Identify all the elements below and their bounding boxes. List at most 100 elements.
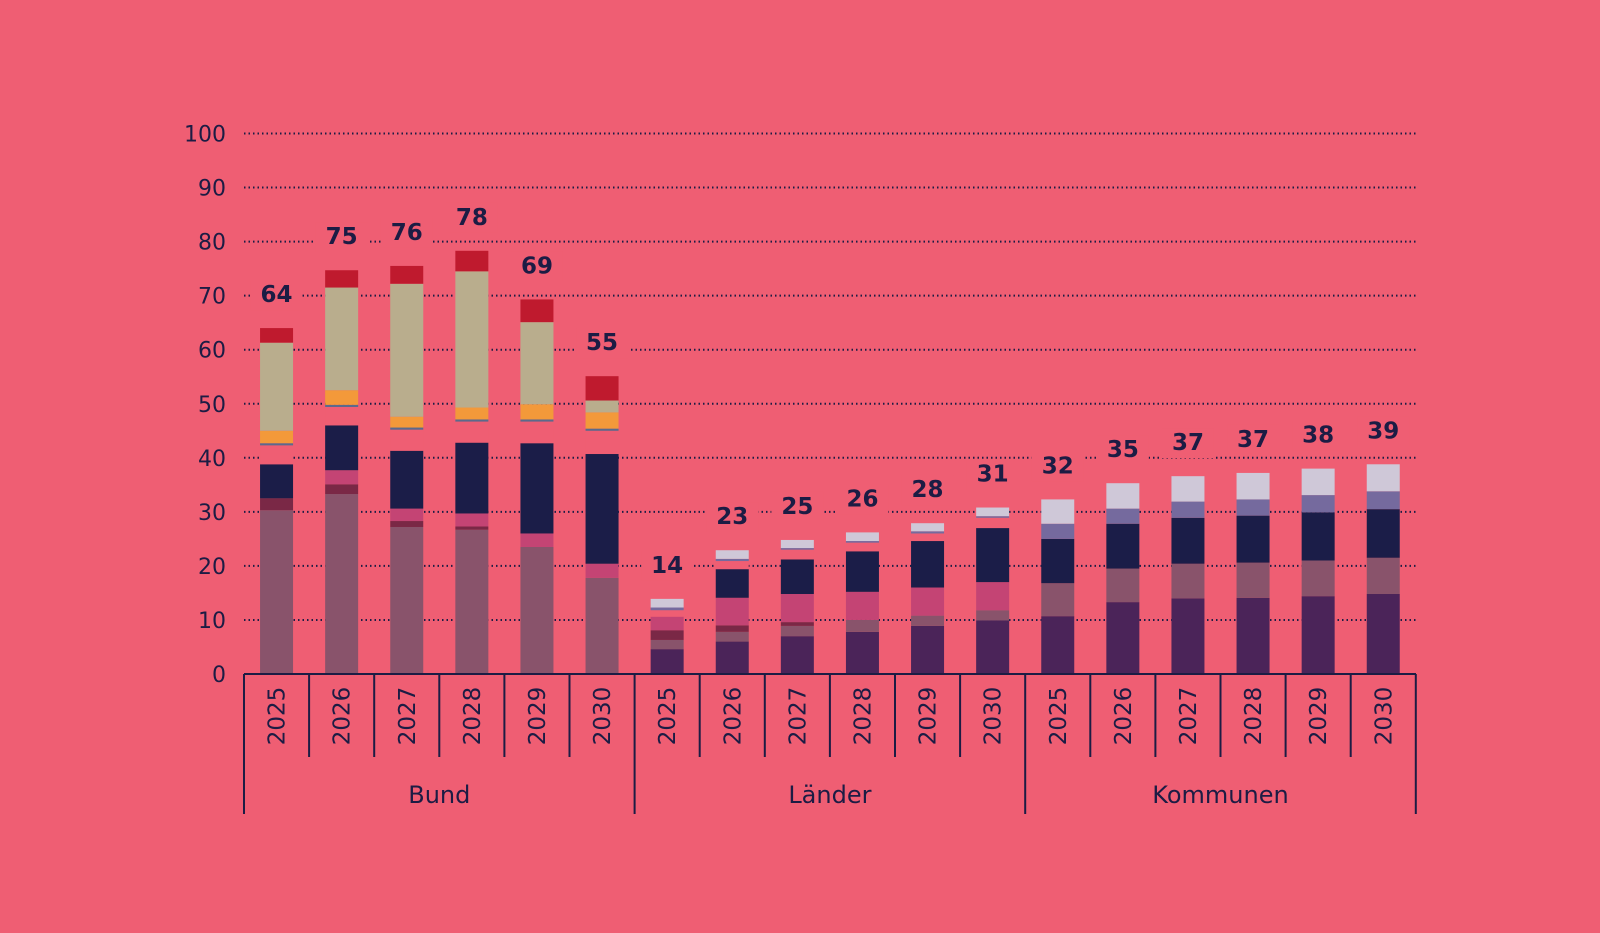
- total-label-bg: [380, 217, 433, 248]
- bar-total-label: 37: [1237, 427, 1269, 453]
- bar-segment: [390, 508, 424, 522]
- bar-segment: [1171, 563, 1205, 599]
- bar-segment: [585, 577, 619, 674]
- bar-segment: [585, 400, 619, 413]
- y-tick-label: 100: [184, 123, 226, 148]
- bar-segment: [325, 406, 359, 426]
- bar-segment: [780, 636, 814, 674]
- bar-segment: [455, 419, 489, 422]
- bar-segment: [911, 531, 945, 534]
- bar-segment: [845, 551, 879, 592]
- bar-segment: [455, 407, 489, 420]
- bar-segment: [1366, 491, 1400, 510]
- bar-segment: [715, 625, 749, 632]
- bar-segment: [260, 443, 294, 446]
- y-tick-label: 50: [198, 393, 226, 418]
- bar-segment: [260, 430, 294, 444]
- bar-segment: [976, 528, 1010, 583]
- x-tick-label: 2025: [655, 687, 681, 746]
- total-label-bg: [510, 251, 563, 282]
- bar-segment: [845, 631, 879, 674]
- bar-segment: [976, 507, 1010, 517]
- bar-segment: [650, 607, 684, 611]
- total-label-bg: [836, 484, 889, 515]
- bar-segment: [325, 270, 359, 288]
- bar-segment: [1041, 499, 1075, 524]
- bar-segment: [780, 548, 814, 550]
- group-label: Kommunen: [1152, 781, 1288, 809]
- bar-segment: [390, 521, 424, 527]
- bar-segment: [325, 494, 359, 674]
- bar-segment: [1366, 594, 1400, 674]
- bar-total-label: 38: [1302, 423, 1334, 449]
- bar-total-label: 26: [846, 486, 878, 512]
- bar-segment: [390, 526, 424, 674]
- bar-segment: [650, 616, 684, 631]
- bar-segment: [1106, 508, 1140, 524]
- bar-segment: [650, 610, 684, 617]
- bar-segment: [780, 559, 814, 595]
- y-tick-label: 90: [198, 177, 226, 202]
- bar-segment: [325, 425, 359, 471]
- bar-total-label: 14: [651, 553, 683, 579]
- bar-segment: [976, 620, 1010, 674]
- x-tick-label: 2028: [850, 687, 876, 746]
- bar-total-label: 69: [521, 253, 553, 279]
- total-label-bg: [1096, 435, 1149, 466]
- bar-segment: [1041, 538, 1075, 584]
- x-tick-label: 2026: [720, 687, 746, 746]
- total-label-bg: [1292, 420, 1345, 451]
- bar-segment: [1366, 557, 1400, 595]
- bar-segment: [390, 427, 424, 430]
- bar-segment: [1171, 517, 1205, 564]
- total-label-bg: [1357, 416, 1410, 447]
- total-label-bg: [1227, 424, 1280, 455]
- bar-segment: [585, 376, 619, 401]
- bar-segment: [1106, 523, 1140, 569]
- bar-segment: [455, 513, 489, 527]
- bar-segment: [1171, 476, 1205, 502]
- y-tick-label: 80: [198, 231, 226, 256]
- bar-segment: [911, 533, 945, 542]
- bar-segment: [1366, 464, 1400, 492]
- y-tick-label: 60: [198, 339, 226, 364]
- bar-segment: [455, 250, 489, 272]
- bar-segment: [520, 419, 554, 422]
- total-label-bg: [771, 491, 824, 522]
- total-label-bg: [445, 202, 498, 233]
- bar-segment: [520, 404, 554, 420]
- bar-segment: [1171, 501, 1205, 518]
- x-tick-label: 2026: [1111, 687, 1137, 746]
- bar-segment: [325, 470, 359, 485]
- x-tick-label: 2030: [1371, 687, 1397, 746]
- x-tick-label: 2026: [330, 687, 356, 746]
- bar-segment: [911, 625, 945, 674]
- bar-segment: [845, 532, 879, 542]
- bar-total-label: 37: [1172, 430, 1204, 456]
- bar-segment: [260, 328, 294, 343]
- bar-segment: [780, 539, 814, 549]
- bar-segment: [390, 265, 424, 284]
- x-tick-label: 2025: [265, 687, 291, 746]
- bar-segment: [845, 619, 879, 632]
- bar-segment: [520, 533, 554, 547]
- bar-segment: [976, 610, 1010, 621]
- bar-segment: [1041, 583, 1075, 617]
- bar-segment: [325, 287, 359, 391]
- bar-segment: [1301, 560, 1335, 597]
- bar-segment: [650, 630, 684, 640]
- x-tick-label: 2029: [916, 687, 942, 746]
- bar-total-label: 76: [391, 220, 423, 246]
- group-label: Bund: [408, 781, 470, 809]
- bar-segment: [845, 591, 879, 620]
- bar-segment: [455, 271, 489, 408]
- bar-segment: [455, 529, 489, 674]
- group-label: Länder: [788, 781, 871, 809]
- bar-total-label: 32: [1042, 453, 1074, 479]
- x-tick-label: 2030: [590, 687, 616, 746]
- bar-segment: [1236, 597, 1270, 674]
- total-label-bg: [1031, 451, 1084, 482]
- bar-segment: [390, 416, 424, 428]
